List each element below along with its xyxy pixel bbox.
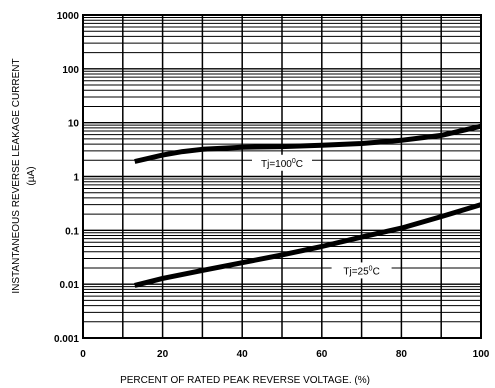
- x-tick-label: 0: [80, 349, 86, 360]
- plot-frame: [82, 14, 482, 339]
- x-axis-label: PERCENT OF RATED PEAK REVERSE VOLTAGE. (…: [120, 375, 370, 386]
- y-tick-label: 1: [73, 173, 79, 184]
- y-tick-label: 1000: [57, 11, 80, 22]
- y-tick-label: 0.001: [54, 334, 79, 345]
- y-axis-label-line1: INSTANTANEOUS REVERSE LEAKAGE CURRENT: [11, 58, 22, 293]
- y-axis-label-unit: (µA): [26, 166, 37, 185]
- series-label-0: Tj=1000C: [261, 158, 303, 170]
- series-label-background: [331, 262, 392, 279]
- y-tick-label: 0.1: [65, 226, 79, 237]
- x-tick-label: 100: [473, 349, 490, 360]
- y-tick-label: 0.01: [60, 280, 80, 291]
- x-tick-label: 20: [157, 349, 169, 360]
- x-tick-label: 40: [237, 349, 249, 360]
- series-label-background: [252, 154, 312, 171]
- tick-labels: 0.001 0.01 0.1 1 10 100 1000 0 20 40 60 80 100: [54, 11, 490, 360]
- series-line-0: [134, 123, 482, 164]
- x-tick-label: 60: [316, 349, 328, 360]
- series-annotations: Tj=1000C Tj=250C: [252, 154, 392, 279]
- x-tick-label: 80: [396, 349, 408, 360]
- y-tick-label: 100: [62, 65, 79, 76]
- series-lines: [134, 123, 482, 288]
- grid-lines: [83, 15, 481, 338]
- y-tick-label: 10: [68, 119, 80, 130]
- series-line-1: [134, 202, 482, 288]
- series-label-1: Tj=250C: [343, 265, 379, 277]
